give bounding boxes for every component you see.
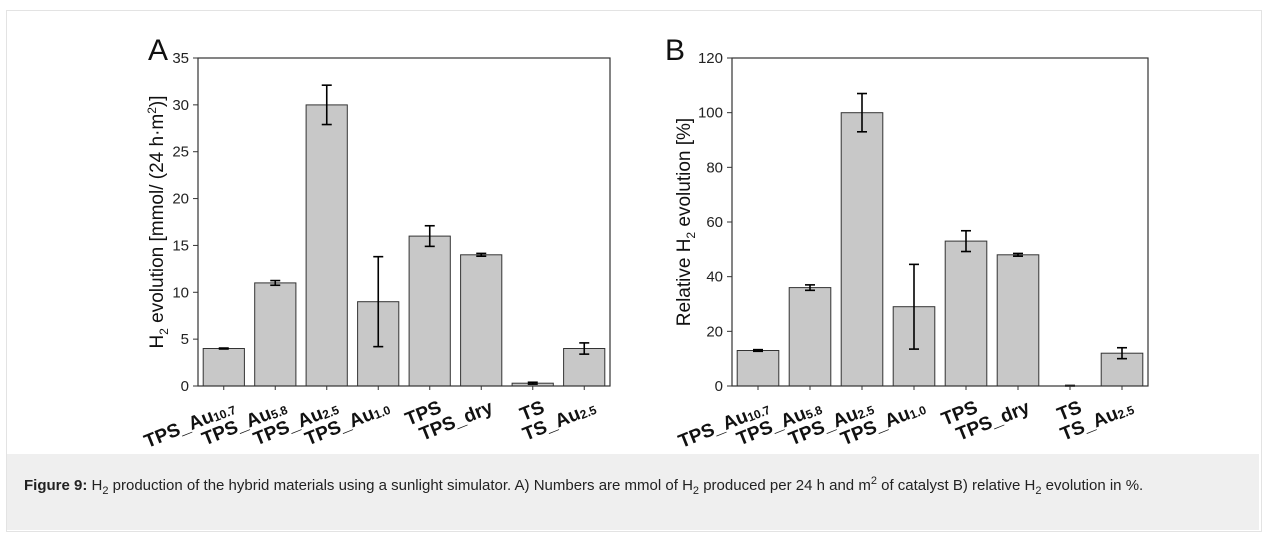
error-bar-4 <box>961 229 971 253</box>
caption-sub-2: 2 <box>692 485 700 497</box>
error-bar-1 <box>805 284 815 292</box>
y-axis-label-post: )] <box>147 95 168 107</box>
error-bar-5 <box>1013 252 1023 257</box>
y-tick-label-3: 15 <box>172 237 189 254</box>
plot-frame <box>197 57 611 387</box>
y-tick-label-5: 25 <box>172 144 189 161</box>
x-tick-label-sub-3: 1.0 <box>908 402 929 421</box>
caption-label: Figure 9: <box>24 477 88 494</box>
error-bar-0 <box>218 347 229 350</box>
y-tick-label-2: 40 <box>706 269 723 286</box>
error-bar-2 <box>857 92 867 133</box>
y-tick-label-7: 35 <box>172 50 189 67</box>
y-axis-label-sub: 2 <box>157 328 171 335</box>
caption-text-2: production of the hybrid materials using… <box>108 477 693 494</box>
x-tick-label-sub-2: 2.5 <box>320 402 341 421</box>
y-tick-label-1: 20 <box>706 323 723 340</box>
caption-sub-3: 2 <box>1035 485 1042 497</box>
y-tick-label-3: 60 <box>706 214 723 231</box>
bar-2 <box>840 112 884 387</box>
y-axis-label-sup: 2 <box>145 107 159 114</box>
caption-sub-1: 2 <box>102 485 109 497</box>
bar-5 <box>460 254 503 387</box>
error-bar-6 <box>527 381 538 385</box>
bar-5 <box>996 254 1040 387</box>
caption-text-5: evolution in %. <box>1041 477 1144 494</box>
x-tick-label-sub-1: 5.8 <box>804 402 825 421</box>
y-tick-label-0: 0 <box>715 378 723 395</box>
caption-text-4: of catalyst B) relative H <box>876 477 1036 494</box>
panel-label: B <box>665 34 685 67</box>
y-tick-label-6: 120 <box>698 50 723 67</box>
error-bar-7 <box>579 342 590 355</box>
error-bar-0 <box>753 348 763 353</box>
y-tick-label-5: 100 <box>698 105 723 122</box>
bar-1 <box>254 282 297 387</box>
y-tick-label-4: 80 <box>706 159 723 176</box>
error-bar-3 <box>373 255 384 348</box>
panel-label: A <box>148 34 168 67</box>
bar-1 <box>788 287 832 387</box>
bar-0 <box>202 348 245 387</box>
caption-text-3: produced per 24 h and m <box>699 477 871 494</box>
x-tick-label-sub-7: 2.5 <box>578 402 599 421</box>
y-tick-label-1: 5 <box>181 331 189 348</box>
y-tick-label-2: 10 <box>172 284 189 301</box>
y-axis-label-pre: Relative H <box>674 239 695 327</box>
error-bar-3 <box>909 263 919 350</box>
y-axis-label: H2 evolution [mmol/ (24 h·m2)] <box>145 95 171 348</box>
figure-frame <box>6 10 1262 532</box>
y-tick-label-6: 30 <box>172 97 189 114</box>
y-axis-label: Relative H2 evolution [%] <box>674 118 698 326</box>
error-bar-2 <box>321 84 332 126</box>
y-axis-label-mid: evolution [%] <box>674 118 695 232</box>
bar-4 <box>944 240 988 387</box>
caption-sup-1: 2 <box>870 475 877 487</box>
error-bar-5 <box>476 252 487 258</box>
y-tick-label-0: 0 <box>181 378 189 395</box>
caption-text-1: H <box>87 477 103 494</box>
error-bar-7 <box>1117 346 1127 360</box>
x-tick-label-sub-7: 2.5 <box>1116 402 1137 421</box>
figure-caption: Figure 9: H2 production of the hybrid ma… <box>24 470 1234 502</box>
bar-4 <box>408 235 451 387</box>
bar-0 <box>736 350 780 387</box>
x-tick-label-sub-2: 2.5 <box>856 402 877 421</box>
x-tick-label-sub-1: 5.8 <box>269 402 290 421</box>
y-axis-label-mid: evolution [mmol/ (24 h·m <box>147 114 168 328</box>
y-tick-label-4: 20 <box>172 191 189 208</box>
x-tick-label-sub-3: 1.0 <box>372 402 393 421</box>
error-bar-4 <box>424 224 435 248</box>
bar-2 <box>305 104 348 387</box>
error-bar-1 <box>270 279 281 287</box>
y-axis-label-sub: 2 <box>684 232 698 239</box>
caption-box <box>7 454 1259 530</box>
y-axis-label-pre: H <box>147 335 168 349</box>
